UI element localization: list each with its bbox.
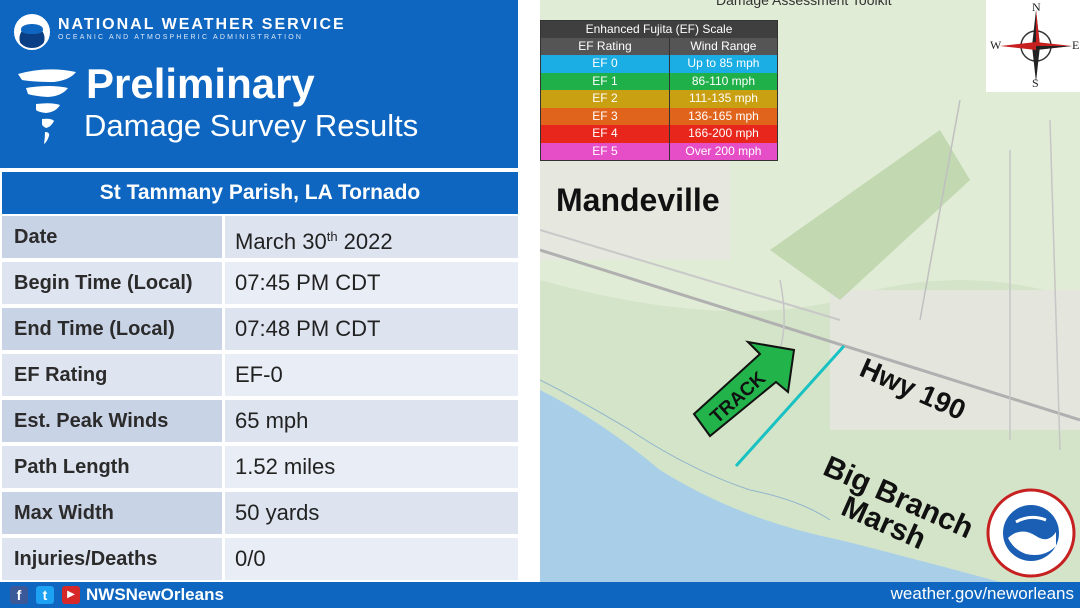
track-arrow-icon: TRACK [692,340,796,438]
page-subtitle: Damage Survey Results [84,108,419,143]
table-row: Date March 30th 2022 [2,216,518,258]
noaa-logo-icon [14,14,50,50]
table-row: Injuries/Deaths 0/0 [2,538,518,580]
row-label: Injuries/Deaths [2,538,222,580]
row-label: EF Rating [2,354,222,396]
legend-rating: EF 5 [541,142,670,160]
legend-row: EF 4 166-200 mph [541,125,777,143]
row-label: Begin Time (Local) [2,262,222,304]
details-table: Date March 30th 2022 Begin Time (Local) … [2,216,518,584]
agency-name: NATIONAL WEATHER SERVICE [58,16,346,33]
row-label: Max Width [2,492,222,534]
legend-range: Over 200 mph [685,143,762,158]
facebook-icon[interactable]: f [10,586,28,604]
table-row: EF Rating EF-0 [2,354,518,396]
header-banner: NATIONAL WEATHER SERVICE OCEANIC AND ATM… [0,0,518,168]
damage-map[interactable]: Damage Assessment Toolkit Enhanced Fujit… [540,0,1080,582]
table-row: Est. Peak Winds 65 mph [2,400,518,442]
website-link[interactable]: weather.gov/neworleans [890,584,1074,603]
legend-header: EF Rating Wind Range [541,38,777,55]
ef-scale-legend: Enhanced Fujita (EF) Scale EF Rating Win… [540,20,778,161]
youtube-icon[interactable]: ▶ [62,586,80,604]
legend-title: Enhanced Fujita (EF) Scale [541,21,777,38]
legend-col-rating: EF Rating [541,38,670,55]
social-handle[interactable]: NWSNewOrleans [86,585,224,604]
legend-col-range: Wind Range [690,39,757,53]
legend-rating: EF 2 [541,90,670,108]
row-value: 65 mph [225,400,518,442]
legend-row: EF 3 136-165 mph [541,107,777,125]
row-label: End Time (Local) [2,308,222,350]
legend-row: EF 0 Up to 85 mph [541,55,777,73]
legend-range: 86-110 mph [691,73,756,88]
legend-row: EF 2 111-135 mph [541,90,777,108]
row-value: 07:48 PM CDT [225,308,518,350]
legend-rating: EF 0 [541,55,670,73]
legend-rating: EF 1 [541,72,670,90]
table-row: Begin Time (Local) 07:45 PM CDT [2,262,518,304]
row-value: 1.52 miles [225,446,518,488]
nws-seal-icon [986,488,1076,578]
map-label-mandeville: Mandeville [556,182,720,218]
twitter-icon[interactable]: t [36,586,54,604]
map-toolkit-title: Damage Assessment Toolkit [716,0,892,8]
row-label: Date [2,216,222,258]
compass-north: N [1032,0,1041,14]
row-value: March 30th 2022 [225,216,518,258]
compass-icon [1000,10,1072,82]
compass-rose: N S E W [986,0,1080,92]
row-label: Path Length [2,446,222,488]
date-suffix: th [326,229,338,244]
row-label: Est. Peak Winds [2,400,222,442]
row-value: EF-0 [225,354,518,396]
legend-range: 111-135 mph [688,91,758,105]
date-year: 2022 [337,229,393,254]
table-row: End Time (Local) 07:48 PM CDT [2,308,518,350]
compass-east: E [1072,38,1080,52]
survey-panel: NATIONAL WEATHER SERVICE OCEANIC AND ATM… [0,0,520,582]
table-row: Path Length 1.52 miles [2,446,518,488]
compass-south: S [1032,76,1039,90]
event-title: St Tammany Parish, LA Tornado [2,172,518,214]
row-value: 50 yards [225,492,518,534]
legend-row: EF 5 Over 200 mph [541,142,777,160]
agency-subtitle: OCEANIC AND ATMOSPHERIC ADMINISTRATION [58,34,304,41]
legend-range: Up to 85 mph [687,56,760,70]
compass-west: W [990,38,1002,52]
map-background [540,0,1080,582]
table-row: Max Width 50 yards [2,492,518,534]
row-value: 0/0 [225,538,518,580]
legend-row: EF 1 86-110 mph [541,72,777,90]
legend-rating: EF 4 [541,125,670,143]
legend-range: 166-200 mph [688,126,759,140]
legend-range: 136-165 mph [688,108,759,123]
row-value: 07:45 PM CDT [225,262,518,304]
damage-track-line [734,344,846,468]
date-value: March 30 [235,229,327,254]
tornado-icon [18,69,76,144]
legend-rating: EF 3 [541,107,670,125]
page-title: Preliminary [86,60,315,107]
footer-bar: f t ▶ NWSNewOrleans weather.gov/neworlea… [0,582,1080,608]
